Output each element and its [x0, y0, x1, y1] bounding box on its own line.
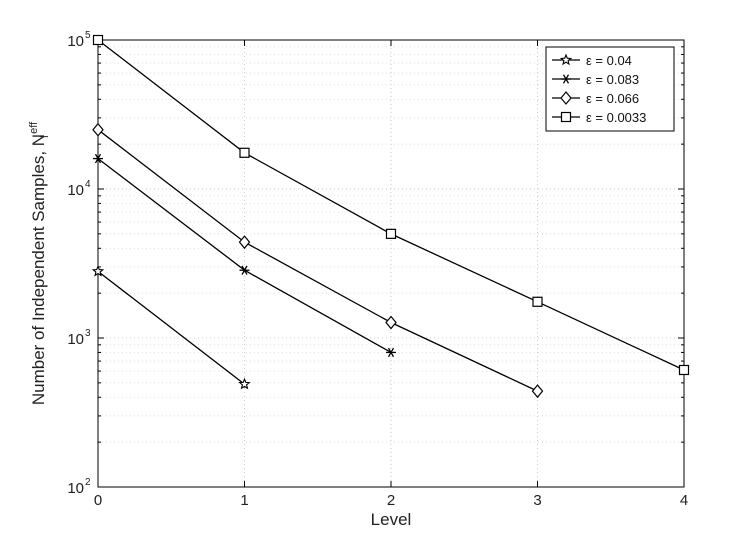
data-point [385, 315, 397, 330]
y-tick-label-exponent: 3 [85, 328, 91, 339]
series-2 [93, 153, 396, 358]
series-1 [91, 264, 251, 390]
data-point [386, 347, 396, 358]
legend-item: ε = 0.0033 [552, 110, 646, 125]
data-point [678, 364, 690, 376]
data-point [385, 228, 397, 239]
y-axis-label-superscript: eff [28, 121, 40, 134]
data-point [239, 147, 250, 158]
data-point [92, 34, 104, 46]
legend-label: ε = 0.0033 [586, 110, 646, 125]
series-line [97, 270, 245, 385]
x-axis-label: Level [371, 510, 412, 529]
series-line [97, 129, 538, 392]
data-point [93, 153, 103, 164]
y-tick-label-exponent: 2 [85, 477, 91, 488]
x-tick-label: 0 [94, 492, 102, 509]
series-3 [92, 122, 544, 399]
legend-label: ε = 0.04 [586, 53, 632, 68]
y-tick-label-exponent: 5 [85, 30, 91, 41]
legend-item: ε = 0.066 [552, 91, 639, 106]
y-axis-label-subscript: l [39, 135, 51, 137]
legend-marker [559, 53, 573, 66]
y-tick-label-exponent: 4 [85, 179, 91, 190]
x-tick-label: 2 [387, 492, 395, 509]
data-point [91, 264, 105, 277]
y-tick-label: 10 [67, 480, 84, 497]
y-axis-label: Number of Independent Samples, Neffl [28, 121, 51, 405]
y-tick-label: 10 [67, 331, 84, 348]
legend-item: ε = 0.04 [552, 53, 632, 68]
x-tick-label: 1 [240, 492, 248, 509]
series-line [97, 158, 392, 353]
data-point [532, 296, 543, 307]
legend: ε = 0.04 ε = 0.083 ε = 0.066 ε = 0.0033 [545, 46, 675, 132]
data-point [238, 235, 251, 250]
legend-label: ε = 0.066 [586, 91, 639, 106]
legend-label: ε = 0.083 [586, 72, 639, 87]
y-tick-label: 10 [67, 33, 84, 50]
data-point [92, 122, 104, 137]
series-4 [92, 34, 690, 376]
legend-marker [560, 111, 572, 123]
series-group [91, 34, 690, 399]
legend-marker [560, 91, 572, 105]
y-axis-label-main: Number of Independent Samples, N [29, 134, 48, 405]
x-tick-label: 3 [533, 492, 541, 509]
legend-item: ε = 0.083 [552, 72, 639, 87]
x-tick-label: 4 [680, 492, 688, 509]
legend-marker [561, 74, 571, 84]
data-point [238, 377, 251, 390]
data-point [531, 384, 544, 399]
y-tick-label: 10 [67, 182, 84, 199]
data-point [239, 265, 250, 275]
